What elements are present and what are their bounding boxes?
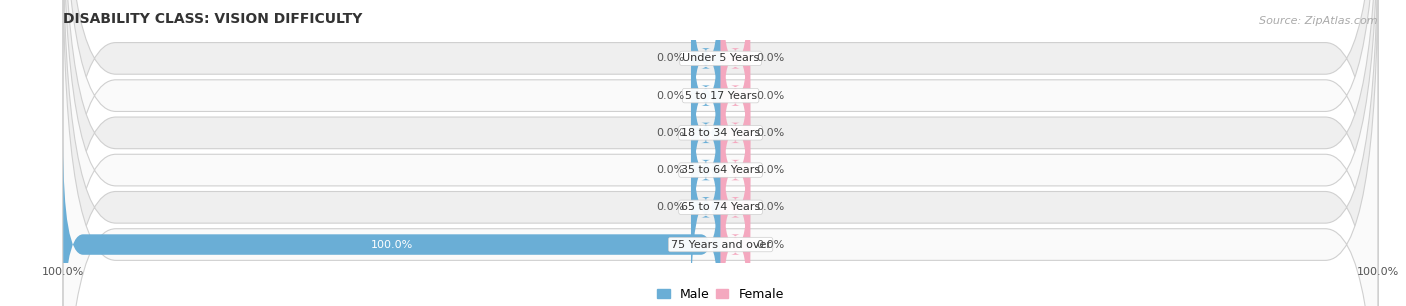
Text: 0.0%: 0.0% [756,128,785,138]
FancyBboxPatch shape [690,0,720,160]
FancyBboxPatch shape [690,0,720,197]
FancyBboxPatch shape [63,0,1378,306]
FancyBboxPatch shape [690,69,720,271]
FancyBboxPatch shape [720,32,751,234]
Text: 0.0%: 0.0% [756,53,785,63]
Legend: Male, Female: Male, Female [652,283,789,306]
Text: 5 to 17 Years: 5 to 17 Years [685,91,756,101]
Text: 35 to 64 Years: 35 to 64 Years [681,165,761,175]
FancyBboxPatch shape [63,0,1378,306]
FancyBboxPatch shape [63,0,1378,306]
FancyBboxPatch shape [63,143,720,306]
Text: 0.0%: 0.0% [756,240,785,250]
Text: 0.0%: 0.0% [657,202,685,212]
Text: 0.0%: 0.0% [657,53,685,63]
FancyBboxPatch shape [720,143,751,306]
Text: Under 5 Years: Under 5 Years [682,53,759,63]
FancyBboxPatch shape [63,0,1378,306]
FancyBboxPatch shape [690,32,720,234]
FancyBboxPatch shape [720,69,751,271]
FancyBboxPatch shape [720,0,751,160]
Text: 75 Years and over: 75 Years and over [671,240,770,250]
FancyBboxPatch shape [63,0,1378,306]
FancyBboxPatch shape [63,0,1378,306]
Text: 0.0%: 0.0% [657,91,685,101]
FancyBboxPatch shape [690,106,720,306]
Text: 100.0%: 100.0% [371,240,413,250]
Text: 0.0%: 0.0% [657,128,685,138]
Text: Source: ZipAtlas.com: Source: ZipAtlas.com [1260,17,1378,26]
Text: DISABILITY CLASS: VISION DIFFICULTY: DISABILITY CLASS: VISION DIFFICULTY [63,12,363,26]
Text: 18 to 34 Years: 18 to 34 Years [681,128,761,138]
Text: 0.0%: 0.0% [756,165,785,175]
Text: 65 to 74 Years: 65 to 74 Years [681,202,761,212]
Text: 0.0%: 0.0% [756,202,785,212]
Text: 0.0%: 0.0% [756,91,785,101]
FancyBboxPatch shape [720,106,751,306]
FancyBboxPatch shape [720,0,751,197]
Text: 0.0%: 0.0% [657,165,685,175]
